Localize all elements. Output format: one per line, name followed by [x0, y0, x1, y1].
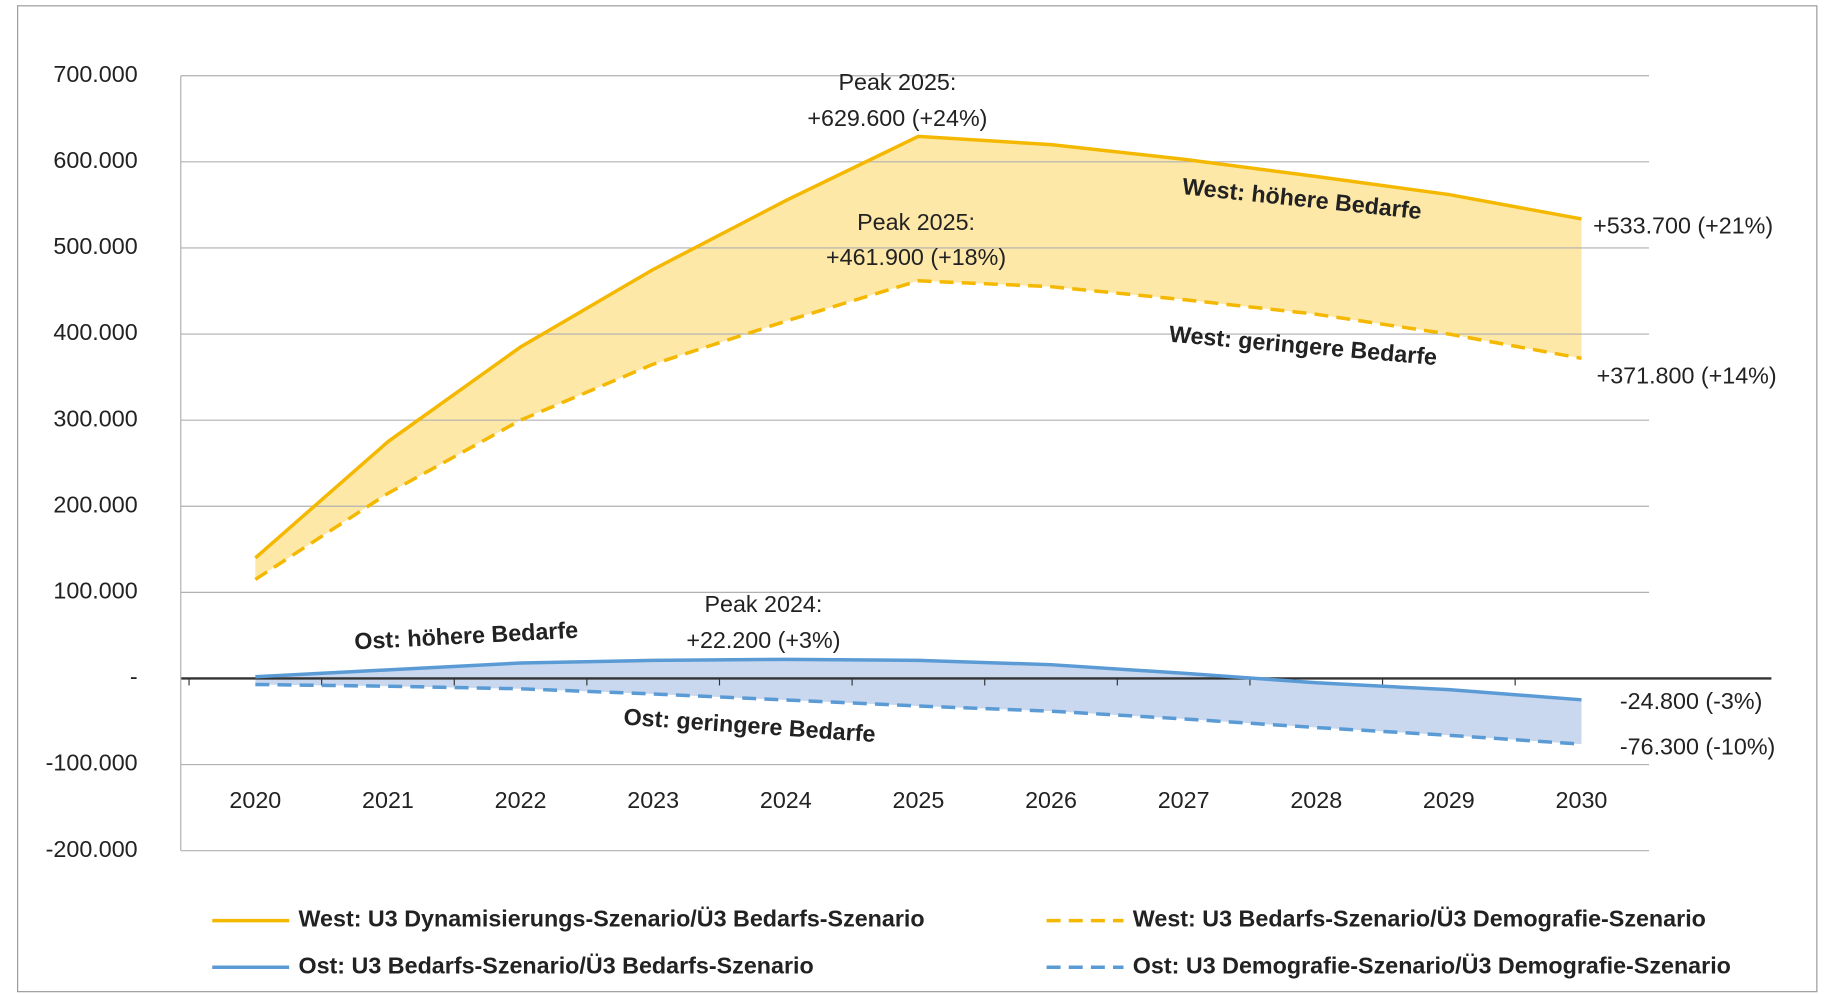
x-tick-label: 2026 [1025, 787, 1077, 813]
y-tick-label: - [130, 664, 138, 690]
data-label: +22.200 (+3%) [686, 627, 840, 653]
annotation: Peak 2025: [838, 69, 956, 95]
data-label: -76.300 (-10%) [1620, 733, 1775, 759]
data-label: +461.900 (+18%) [826, 244, 1006, 270]
x-tick-label: 2027 [1158, 787, 1210, 813]
x-tick-label: 2022 [495, 787, 547, 813]
series-line [254, 278, 1582, 581]
legend-label: West: U3 Bedarfs-Szenario/Ü3 Demografie-… [1133, 906, 1706, 932]
data-label: +371.800 (+14%) [1597, 363, 1777, 389]
series-line [255, 657, 1582, 702]
x-tick-label: 2024 [760, 787, 812, 813]
legend-label: Ost: U3 Bedarfs-Szenario/Ü3 Bedarfs-Szen… [298, 952, 813, 978]
x-tick-label: 2020 [229, 787, 281, 813]
y-tick-label: 400.000 [53, 319, 137, 345]
y-tick-label: 200.000 [53, 491, 137, 517]
y-tick-label: 500.000 [53, 233, 137, 259]
series-line [254, 134, 1582, 560]
legend-label: Ost: U3 Demografie-Szenario/Ü3 Demografi… [1133, 952, 1731, 978]
y-tick-label: 600.000 [53, 147, 137, 173]
data-label: -24.800 (-3%) [1620, 688, 1762, 714]
annotation: Peak 2025: [857, 209, 975, 235]
x-tick-label: 2023 [627, 787, 679, 813]
data-label: +629.600 (+24%) [807, 105, 987, 131]
x-tick-label: 2025 [892, 787, 944, 813]
y-tick-label: 100.000 [53, 578, 137, 604]
y-tick-label: -200.000 [46, 836, 138, 862]
x-tick-label: 2029 [1423, 787, 1475, 813]
y-tick-label: 700.000 [53, 61, 137, 87]
legend-label: West: U3 Dynamisierungs-Szenario/Ü3 Beda… [298, 906, 924, 932]
band [255, 136, 1582, 580]
y-tick-label: 300.000 [53, 405, 137, 431]
x-tick-label: 2028 [1290, 787, 1342, 813]
x-tick-label: 2030 [1556, 787, 1608, 813]
annotation: Peak 2024: [704, 591, 822, 617]
y-tick-label: -100.000 [46, 750, 138, 776]
data-label: +533.700 (+21%) [1593, 212, 1773, 238]
x-tick-label: 2021 [362, 787, 414, 813]
